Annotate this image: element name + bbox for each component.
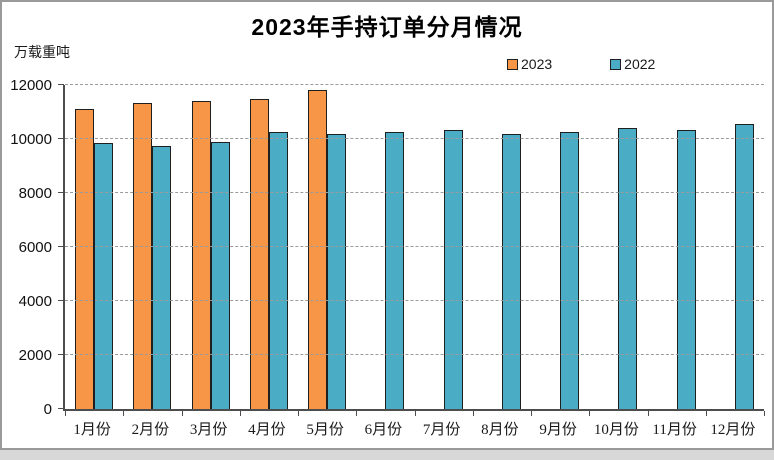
x-axis-tick <box>65 411 66 416</box>
y-tick-label-4000: 4000 <box>18 293 52 311</box>
x-axis-tick <box>239 411 241 416</box>
bar-2022-1月份 <box>94 143 114 409</box>
y-axis-tick <box>58 354 64 355</box>
legend-item-2022: 2022 <box>610 56 655 72</box>
x-tick-label-2月份: 2月份 <box>131 421 170 438</box>
bar-2023-5月份 <box>308 90 328 409</box>
y-axis-tick <box>58 84 64 85</box>
y-axis-tick-labels: 0 2000 4000 6000 8000 10000 12000 <box>2 77 56 418</box>
gridline-10000 <box>65 138 764 139</box>
x-axis-tick <box>764 411 765 416</box>
y-axis-tick <box>58 138 64 139</box>
x-tick-label-4月份: 4月份 <box>248 421 286 438</box>
bar-2022-10月份 <box>618 128 638 409</box>
y-axis-tick <box>58 408 64 409</box>
x-tick-label-11月份: 11月份 <box>652 421 697 438</box>
x-axis-tick <box>705 411 707 416</box>
bar-group-5月份 <box>298 85 356 409</box>
legend-label-2023: 2023 <box>521 56 553 72</box>
bar-2023-2月份 <box>133 102 153 409</box>
x-tick-label-3月份: 3月份 <box>189 421 228 438</box>
x-axis-tick <box>356 411 358 416</box>
bar-2022-2月份 <box>152 145 172 409</box>
gridline-12000 <box>65 84 764 85</box>
bar-2022-4月份 <box>268 132 288 409</box>
y-axis-tick <box>58 246 64 247</box>
chart-title: 2023年手持订单分月情况 <box>251 14 523 40</box>
legend-label-2022: 2022 <box>624 56 656 72</box>
bar-group-2月份 <box>123 85 181 409</box>
y-tick-label-2000: 2000 <box>18 347 52 365</box>
bar-2022-11月份 <box>676 129 696 409</box>
chart-legend: 2023 2022 <box>507 56 655 72</box>
bar-2022-5月份 <box>327 133 347 409</box>
x-axis-tick <box>647 411 649 416</box>
bar-2022-8月份 <box>501 133 521 409</box>
legend-swatch-2023 <box>507 58 518 70</box>
bar-group-11月份 <box>648 85 706 409</box>
x-axis-tick-labels: 1月份 2月份 3月份 4月份 5月份 6月份 7月份 8月份 9月份 10月份 11月份 12月份 <box>63 415 762 441</box>
bar-2023-1月份 <box>75 109 95 409</box>
gridline-8000 <box>65 192 764 193</box>
bar-group-1月份 <box>65 85 123 409</box>
y-axis-tick <box>58 300 64 301</box>
x-tick-label-12月份: 12月份 <box>710 421 756 438</box>
x-axis-tick <box>414 411 416 416</box>
x-axis-tick <box>298 411 299 416</box>
x-tick-label-8月份: 8月份 <box>481 421 519 438</box>
bar-group-9月份 <box>531 85 589 409</box>
bar-2022-3月份 <box>210 141 230 409</box>
bar-group-12月份 <box>706 85 764 409</box>
bar-2023-4月份 <box>249 98 269 409</box>
bar-2022-6月份 <box>385 132 405 409</box>
bars-container <box>65 85 764 409</box>
x-axis-tick <box>531 411 532 416</box>
x-axis-tick <box>589 411 591 416</box>
bar-group-7月份 <box>415 85 473 409</box>
legend-swatch-2022 <box>610 58 622 70</box>
x-tick-label-5月份: 5月份 <box>306 421 344 438</box>
gridline-6000 <box>65 246 764 247</box>
gridline-4000 <box>65 300 764 301</box>
bar-group-10月份 <box>589 85 647 409</box>
bar-2022-9月份 <box>560 132 580 409</box>
x-tick-label-9月份: 9月份 <box>539 421 577 438</box>
bar-group-6月份 <box>356 85 414 409</box>
bar-group-4月份 <box>240 85 298 409</box>
legend-item-2023: 2023 <box>507 56 552 72</box>
y-axis-unit-label: 万载重吨 <box>14 46 70 61</box>
bar-2022-12月份 <box>734 124 754 409</box>
bar-2023-3月份 <box>191 101 211 409</box>
bar-group-8月份 <box>473 85 531 409</box>
y-tick-label-6000: 6000 <box>18 239 52 256</box>
gridline-2000 <box>65 354 764 355</box>
x-axis-tick <box>123 411 125 416</box>
x-tick-label-10月份: 10月份 <box>593 421 639 438</box>
x-tick-label-7月份: 7月份 <box>422 421 461 438</box>
x-axis-tick <box>181 411 183 416</box>
y-tick-label-12000: 12000 <box>10 77 52 94</box>
bar-2022-7月份 <box>443 129 463 409</box>
x-tick-label-6月份: 6月份 <box>364 421 403 438</box>
x-tick-label-1月份: 1月份 <box>73 421 111 438</box>
x-axis-tick <box>472 411 474 416</box>
bar-group-3月份 <box>182 85 240 409</box>
plot-area <box>58 84 765 416</box>
y-tick-label-8000: 8000 <box>18 185 52 203</box>
chart-frame: 2023年手持订单分月情况 万载重吨 2023 2022 0 2000 4000 60… <box>0 0 774 450</box>
y-tick-label-0: 0 <box>43 401 52 418</box>
y-axis-tick <box>58 192 64 193</box>
y-tick-label-10000: 10000 <box>10 131 52 148</box>
